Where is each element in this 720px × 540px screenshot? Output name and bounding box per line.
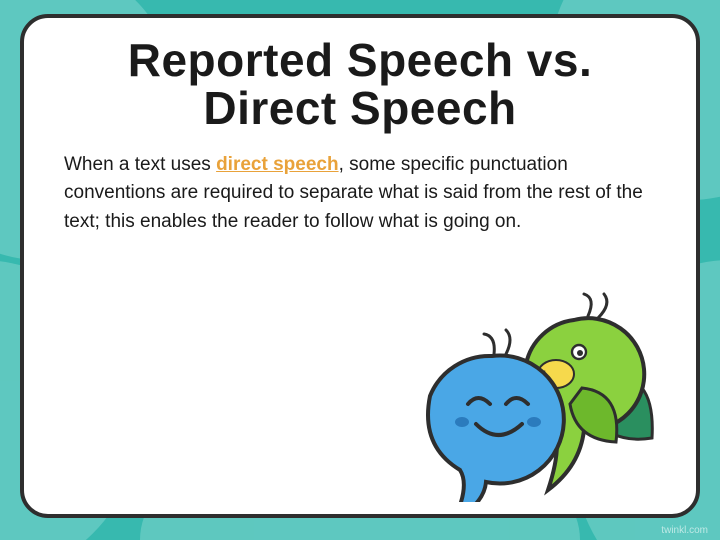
title-line-2: Direct Speech [203, 82, 516, 134]
green-bird-tuft [584, 294, 607, 318]
blue-comma-blush-right [527, 417, 541, 427]
title-line-1: Reported Speech vs. [128, 34, 593, 86]
footer-credit: twinkl.com [661, 525, 708, 536]
body-pre: When a text uses [64, 154, 216, 175]
green-bird-pupil [577, 350, 583, 356]
blue-comma-body [428, 356, 564, 502]
body-keyword: direct speech [216, 154, 339, 175]
birds-illustration [406, 282, 666, 502]
blue-comma-tuft [484, 330, 510, 354]
body-paragraph: When a text uses direct speech, some spe… [64, 151, 656, 237]
blue-comma-blush-left [455, 417, 469, 427]
slide-title: Reported Speech vs. Direct Speech [64, 36, 656, 133]
content-card: Reported Speech vs. Direct Speech When a… [20, 14, 700, 518]
